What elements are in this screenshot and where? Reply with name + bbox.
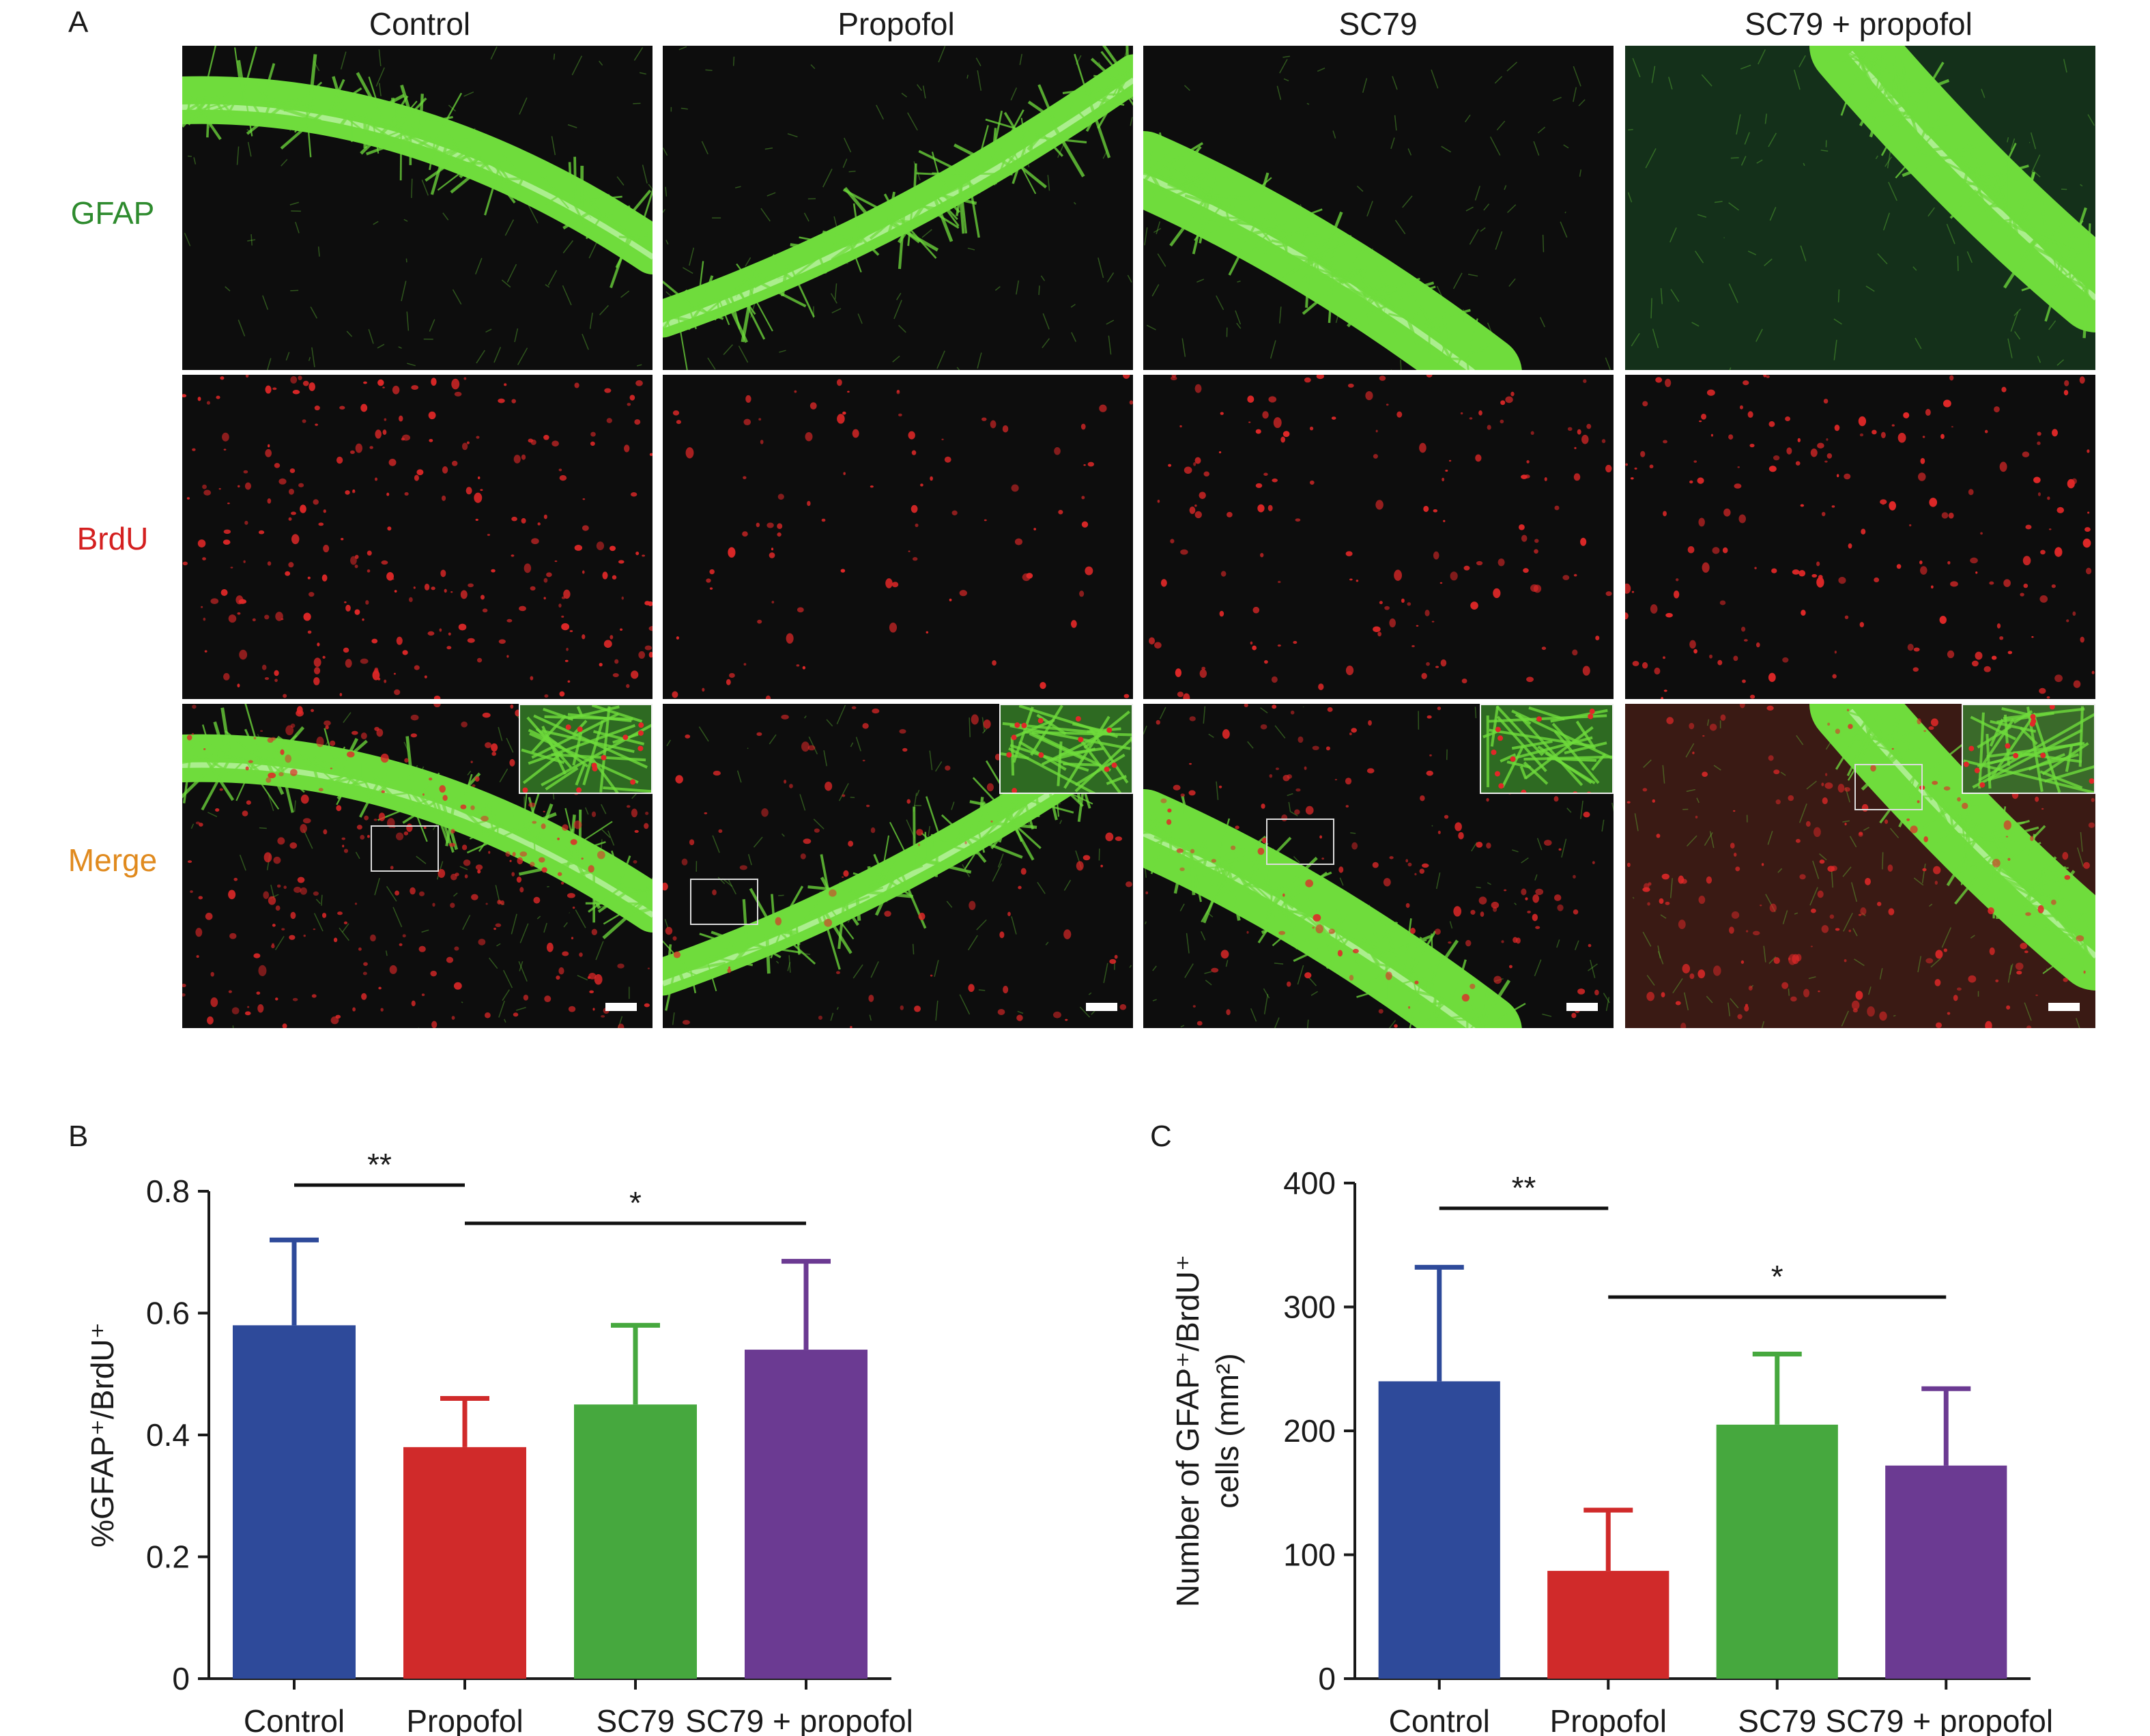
x-tick-label: Propofol	[1550, 1703, 1667, 1736]
bar	[574, 1404, 697, 1679]
micrograph-brdu-propofol	[663, 375, 1133, 699]
x-tick-label: SC79	[1738, 1703, 1816, 1736]
micrograph-gfap-control	[182, 46, 653, 370]
x-tick-label: SC79 + propofol	[1825, 1703, 2053, 1736]
y-tick-label: 100	[1283, 1537, 1336, 1573]
y-tick-label: 300	[1283, 1290, 1336, 1325]
panel-a-letter: A	[68, 5, 89, 39]
y-tick-label: 200	[1283, 1413, 1336, 1449]
y-tick-label: 0	[1318, 1661, 1336, 1696]
panel-c-letter: C	[1150, 1120, 1172, 1153]
column-title-sc79: SC79	[1338, 6, 1418, 42]
significance-label: *	[629, 1185, 642, 1221]
scale-bar	[1086, 1003, 1117, 1011]
bar	[1716, 1424, 1838, 1679]
bar	[1378, 1381, 1500, 1679]
micrograph-image	[1626, 704, 2095, 1028]
significance-label: *	[1771, 1259, 1783, 1294]
row-label-brdu: BrdU	[76, 521, 149, 556]
scale-bar	[605, 1003, 637, 1011]
micrograph-brdu-sc79-propofol	[1625, 375, 2095, 699]
y-tick-label: 0.4	[146, 1417, 190, 1453]
y-tick-label: 400	[1283, 1165, 1336, 1201]
micrograph-image	[1625, 375, 2095, 699]
y-axis-label: cells (mm²)	[1209, 1353, 1245, 1508]
y-tick-label: 0	[172, 1661, 190, 1696]
x-tick-label: SC79 + propofol	[685, 1703, 913, 1736]
bar	[745, 1350, 868, 1679]
micrograph-image	[672, 375, 1133, 699]
micrograph-merge-sc79-propofol	[1625, 704, 2095, 1028]
row-label-merge: Merge	[68, 842, 158, 878]
zoom-inset	[519, 704, 653, 794]
y-tick-label: 0.2	[146, 1539, 190, 1575]
x-tick-label: Control	[1389, 1703, 1490, 1736]
micrograph-merge-control	[182, 704, 653, 1028]
micrograph-image	[182, 46, 653, 370]
scale-bar	[1566, 1003, 1598, 1011]
zoom-inset	[1480, 704, 1614, 794]
row-label-gfap: GFAP	[70, 195, 155, 231]
micrograph-brdu-sc79	[1143, 375, 1614, 699]
micrograph-image	[1143, 55, 1611, 370]
micrograph-image	[182, 704, 653, 1028]
micrograph-gfap-sc79-propofol	[1625, 46, 2095, 370]
bar	[403, 1447, 526, 1679]
bar	[1547, 1571, 1669, 1679]
x-tick-label: Propofol	[406, 1703, 523, 1736]
x-tick-label: SC79	[596, 1703, 674, 1736]
micrograph-image	[1149, 375, 1612, 699]
bar	[1885, 1465, 2007, 1679]
micrograph-merge-propofol	[663, 704, 1133, 1028]
micrograph-image	[1627, 46, 2095, 370]
micrograph-merge-sc79	[1143, 704, 1614, 1028]
region-of-interest-box	[690, 879, 758, 925]
micrograph-gfap-propofol	[663, 46, 1133, 370]
region-of-interest-box	[1854, 764, 1923, 810]
column-title-sc79-propofol: SC79 + propofol	[1745, 6, 1973, 42]
micrograph-brdu-control	[182, 375, 653, 699]
significance-label: **	[1512, 1170, 1536, 1206]
column-title-control: Control	[369, 6, 471, 42]
region-of-interest-box	[371, 825, 439, 872]
zoom-inset	[999, 704, 1133, 794]
region-of-interest-box	[1266, 819, 1334, 865]
micrograph-image	[1143, 704, 1614, 1028]
chart-c: 0 100 200 300 400 Control Propofol SC79 SC79 + p…	[1170, 1165, 2053, 1736]
micrograph-gfap-sc79	[1143, 46, 1614, 370]
y-axis-label: %GFAP⁺/BrdU⁺	[85, 1322, 120, 1548]
micrograph-image	[663, 46, 1133, 370]
bar	[233, 1325, 356, 1679]
significance-label: **	[367, 1147, 392, 1182]
scale-bar	[2048, 1003, 2080, 1011]
y-tick-label: 0.6	[146, 1296, 190, 1331]
panel-b-letter: B	[68, 1120, 89, 1153]
micrograph-image	[182, 375, 653, 699]
y-tick-label: 0.8	[146, 1173, 190, 1209]
column-title-propofol: Propofol	[837, 6, 955, 42]
chart-b: 0 0.2 0.4 0.6 0.8 Control Propofol SC79 SC79 + p…	[85, 1147, 913, 1736]
zoom-inset	[1962, 704, 2095, 794]
y-axis-label: Number of GFAP⁺/BrdU⁺	[1170, 1255, 1205, 1607]
x-tick-label: Control	[244, 1703, 345, 1736]
